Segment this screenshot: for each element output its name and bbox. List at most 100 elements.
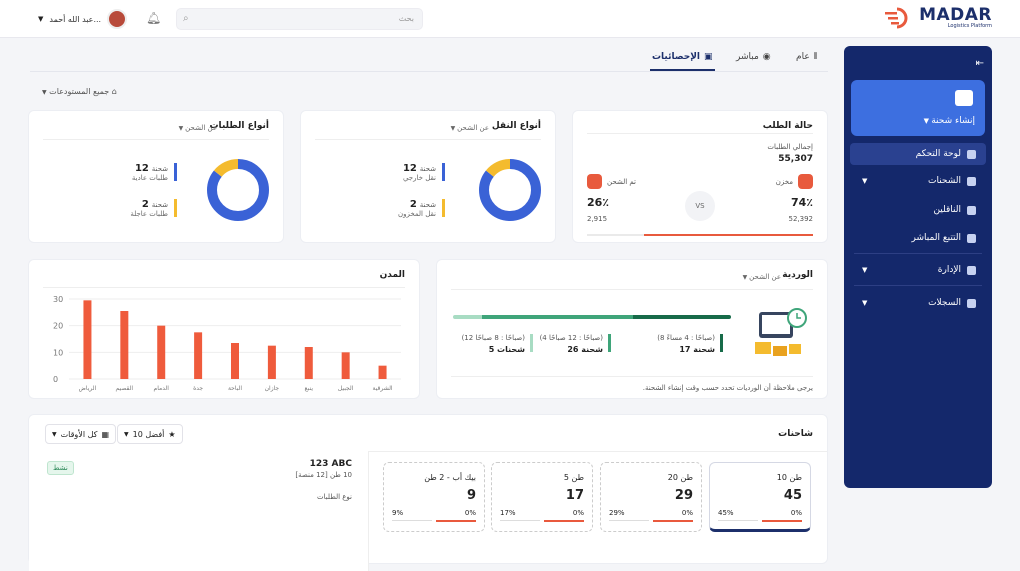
- shipped-count: 2,915: [587, 215, 608, 223]
- legend-value: 12: [134, 163, 149, 174]
- avatar: [107, 9, 128, 29]
- divider: [451, 289, 813, 290]
- shift-distribution-bar: [453, 315, 731, 319]
- sidebar-item-admin[interactable]: ▼ الإدارة: [850, 259, 986, 281]
- truck-category-card[interactable]: بيك أب - 2 طن 9 9% 0%: [383, 462, 485, 532]
- legend-item: 12 شحنة نقل خارجي: [403, 163, 445, 182]
- time-filter-dropdown[interactable]: ▼ كل الأوقات ▦: [45, 424, 117, 444]
- divider: [315, 139, 541, 140]
- warehouse-filter[interactable]: ▼ جميع المستودعات ⌂: [42, 87, 117, 96]
- cities-card: المدن 0 10 20 30 الرياض القصيم الدمام جدة الباحة…: [28, 259, 420, 399]
- shift-count: 26 شحنة: [567, 345, 603, 354]
- divider: [854, 253, 982, 254]
- chevron-down-icon: ▼: [38, 15, 44, 23]
- sidebar-item-logs[interactable]: ▼ السجلات: [850, 292, 986, 314]
- bell-icon[interactable]: 🔔︎: [146, 11, 162, 25]
- sidebar-item-label: الإدارة: [937, 265, 961, 275]
- shift-swatch: [530, 334, 533, 352]
- order-types-donut-chart: [207, 159, 269, 221]
- card-title: بيك أب - 2 طن: [424, 473, 476, 482]
- user-menu[interactable]: ▼ عبد الله أحمد...: [38, 9, 128, 29]
- filter-label: عن الشحن: [185, 124, 217, 132]
- card-value: 29: [674, 488, 693, 503]
- bar: [267, 345, 276, 379]
- card-title: الوردية: [782, 270, 813, 280]
- legend-swatch: [442, 163, 445, 181]
- search-input[interactable]: بحث ⌕: [176, 8, 423, 30]
- x-tick-label: جدة: [193, 385, 203, 392]
- truck-category-card[interactable]: 10 طن 45 45% 0%: [709, 462, 811, 532]
- legend-label: طلبات عاجلة: [130, 210, 168, 218]
- card-title: شاحنات: [778, 429, 813, 439]
- collapse-sidebar-icon[interactable]: ⇤: [975, 58, 984, 69]
- card-title: 5 طن: [563, 473, 584, 482]
- legend-unit: شحنة: [419, 165, 436, 173]
- create-shipment-label: إنشاء شحنة: [931, 116, 975, 126]
- bar: [378, 365, 387, 379]
- tab-label: الإحصائيات: [652, 52, 700, 62]
- x-tick-label: جازان: [265, 385, 280, 392]
- chevron-down-icon: ▼: [742, 274, 750, 281]
- warehouse-icon: [798, 174, 813, 189]
- create-shipment-button[interactable]: ▼ إنشاء شحنة: [851, 80, 985, 136]
- progress-track: [500, 520, 540, 521]
- shift-illustration-icon: [755, 308, 807, 356]
- shift-swatch: [720, 334, 723, 352]
- sidebar-item-shipments[interactable]: ▼ الشحنات: [850, 170, 986, 192]
- sidebar-item-tracking[interactable]: التتبع المباشر: [850, 227, 986, 249]
- card-value: 45: [783, 488, 802, 503]
- chevron-down-icon: ▼: [862, 177, 868, 185]
- total-orders-value: 55,307: [778, 154, 813, 164]
- tab-label: عام: [796, 52, 810, 62]
- chart-icon: ▣: [704, 52, 713, 62]
- tab-statistics[interactable]: الإحصائيات ▣: [650, 52, 715, 71]
- box-icon: [967, 176, 976, 186]
- ratio-bar-fill: [644, 234, 813, 236]
- cities-bar-chart: 0 10 20 30 الرياض القصيم الدمام جدة الباحة جازان ي…: [53, 295, 401, 392]
- sidebar-item-dashboard[interactable]: لوحة التحكم: [850, 143, 986, 165]
- truck-icon: [967, 205, 976, 215]
- card-percent: 9%: [392, 509, 404, 517]
- legend-label: طلبات عادية: [131, 174, 168, 182]
- top-filter-dropdown[interactable]: ▼ أفضل 10 ★: [117, 424, 183, 444]
- shifts-card: الوردية ▼ عن الشحن (8 صباحًا : 4 مساءً) 1…: [436, 259, 828, 399]
- card-change: 0%: [572, 509, 584, 517]
- shift-slot: (8 صباحًا : 4 مساءً) 17 شحنة: [657, 334, 723, 354]
- shift-time: (8 صباحًا : 4 مساءً): [657, 334, 715, 342]
- location-icon: [967, 233, 976, 243]
- sidebar-item-carriers[interactable]: الناقلين: [850, 199, 986, 221]
- x-tick-label: الجبيل: [338, 385, 354, 392]
- bar: [120, 311, 129, 379]
- legend-item: 12 شحنة طلبات عادية: [132, 163, 177, 182]
- chevron-down-icon: ▼: [923, 117, 932, 125]
- card-percent: 17%: [500, 509, 516, 517]
- x-tick-label: الدمام: [154, 385, 170, 392]
- shift-count: 17 شحنة: [679, 345, 715, 354]
- stored-percent: 74٪: [790, 196, 813, 209]
- shift-segment: [453, 315, 482, 319]
- warehouse-icon: ⌂: [111, 87, 117, 96]
- filter-dropdown[interactable]: ▼ عن الشحن: [451, 124, 489, 132]
- progress-fill: [653, 520, 693, 522]
- tab-live[interactable]: مباشر ◉: [736, 52, 771, 62]
- madar-logo[interactable]: MADAR Logistics Platform: [883, 6, 992, 30]
- user-name: عبد الله أحمد...: [49, 14, 102, 24]
- filter-dropdown[interactable]: ▼ عن الشحن: [743, 273, 781, 281]
- filter-label: عن الشحن: [457, 124, 489, 132]
- logs-icon: [967, 298, 976, 308]
- truck-detail-panel: 123 ABC 10 طن [12 منصة] نشط نوع الطلبات: [29, 451, 369, 571]
- shift-count: 5 شحنات: [488, 345, 525, 354]
- bar: [194, 332, 203, 379]
- truck-category-card[interactable]: 20 طن 29 29% 0%: [600, 462, 702, 532]
- filter-dropdown[interactable]: ▼ عن الشحن: [179, 124, 217, 132]
- card-title: المدن: [379, 270, 405, 280]
- truck-category-card[interactable]: 5 طن 17 17% 0%: [491, 462, 593, 532]
- order-status-card: حالة الطلب إجمالي الطلبات 55,307 مخزن 74…: [572, 110, 828, 243]
- filter-label: كل الأوقات: [60, 429, 98, 439]
- search-placeholder: بحث: [398, 14, 414, 23]
- legend-value: 2: [409, 199, 417, 210]
- truck-capacity: 10 طن [12 منصة]: [295, 471, 352, 479]
- card-title: أنواع الطلبات: [209, 121, 269, 131]
- bar: [83, 300, 92, 379]
- tab-general[interactable]: عام ⫴: [796, 52, 817, 62]
